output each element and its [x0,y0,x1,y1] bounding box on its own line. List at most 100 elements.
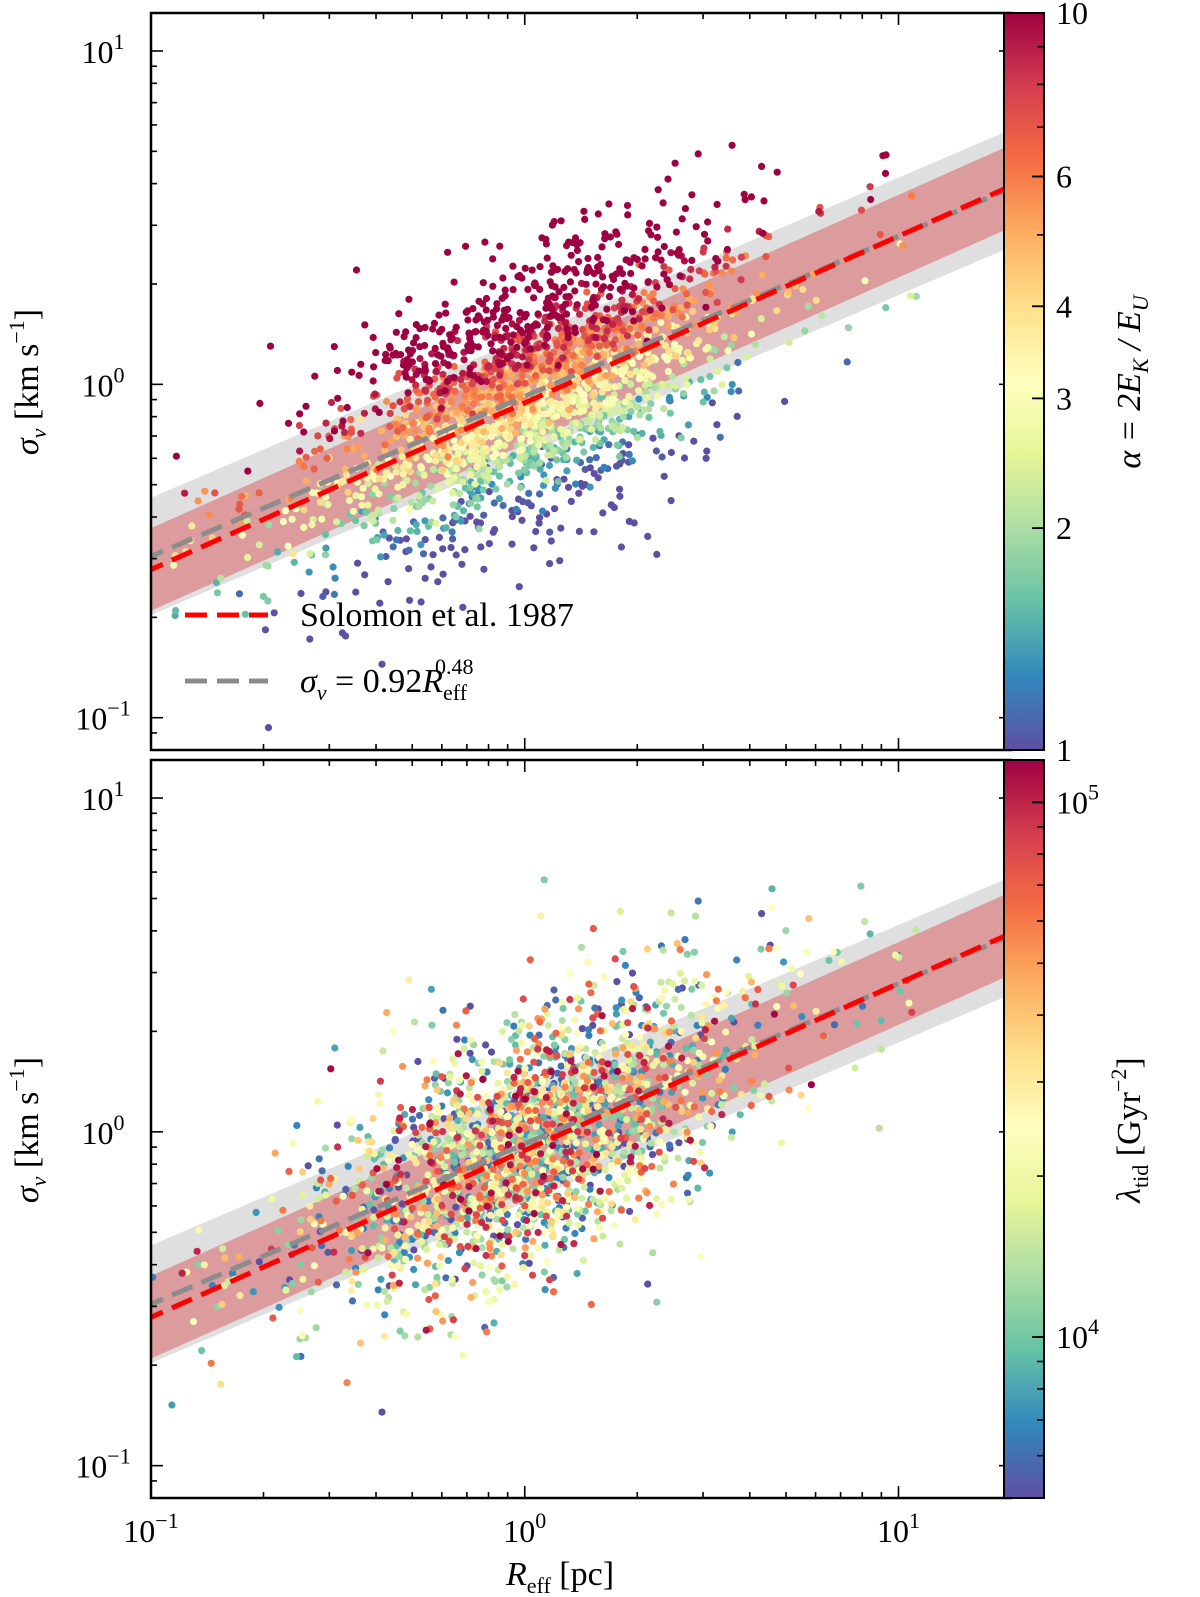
colorbar-tick-label: 2 [1056,510,1072,546]
scatter-point [658,304,666,312]
scatter-point [592,1135,600,1144]
scatter-point [508,384,516,392]
scatter-point [514,1211,522,1219]
scatter-point [670,340,679,348]
scatter-point [351,1185,359,1193]
scatter-point [656,1138,664,1146]
scatter-point [515,1126,523,1134]
scatter-point [660,1061,668,1069]
scatter-point [438,1073,446,1081]
scatter-point [561,1083,569,1091]
scatter-point [599,283,608,291]
scatter-point [654,186,662,194]
scatter-point [598,1058,606,1066]
scatter-point [325,1180,333,1188]
scatter-point [627,998,635,1006]
scatter-point [389,543,397,551]
scatter-point [392,1215,400,1224]
scatter-point [314,1195,322,1203]
scatter-point [652,447,661,455]
scatter-point [238,531,246,539]
scatter-point [284,419,293,427]
scatter-point [524,1229,532,1237]
scatter-point [480,459,488,467]
scatter-point [487,1048,496,1056]
scatter-point [421,536,429,544]
scatter-point [532,372,540,380]
scatter-point [435,1261,444,1270]
scatter-point [300,428,308,436]
scatter-point [579,325,587,334]
scatter-point [594,210,602,218]
scatter-point [433,415,441,423]
scatter-point [476,1262,485,1270]
scatter-point [630,254,638,262]
scatter-point [168,1401,176,1409]
scatter-point [519,1180,527,1188]
scatter-point [587,1300,595,1309]
scatter-point [684,1171,692,1179]
scatter-point [524,285,532,293]
scatter-point [483,447,491,455]
scatter-point [626,1074,634,1083]
scatter-point [614,315,622,323]
scatter-point [715,1076,723,1084]
scatter-point [714,1004,722,1013]
scatter-point [439,570,447,578]
scatter-point [409,419,418,427]
scatter-point [454,1101,462,1110]
scatter-point [489,347,497,355]
scatter-point [447,1210,455,1218]
scatter-point [362,508,370,516]
scatter-point [604,1060,612,1068]
scatter-point [645,227,653,235]
scatter-point [376,1099,384,1107]
scatter-point [581,465,589,474]
scatter-point [284,542,292,550]
scatter-point [596,412,604,420]
y-tick-label: 101 [82,29,125,70]
scatter-point [571,1067,579,1075]
scatter-point [550,1288,558,1296]
scatter-point [702,1000,710,1008]
scatter-point [534,1045,542,1053]
scatter-point [727,1134,736,1142]
scatter-point [544,1021,552,1029]
scatter-point [288,515,296,523]
scatter-point [652,254,660,262]
scatter-point [762,253,770,261]
scatter-point [530,448,538,456]
scatter-point [539,1229,548,1237]
scatter-point [444,1135,452,1143]
scatter-point [601,399,610,407]
scatter-point [671,159,679,167]
scatter-point [818,312,826,320]
scatter-point [405,295,413,303]
scatter-point [694,897,702,905]
scatter-point [561,267,569,276]
scatter-point [812,1007,820,1015]
scatter-point [708,1038,716,1046]
scatter-point [364,480,372,488]
scatter-point [635,1148,643,1157]
scatter-point [585,349,593,357]
scatter-point [805,915,813,923]
scatter-point [548,390,557,398]
scatter-point [170,561,178,569]
scatter-point [561,319,570,327]
scatter-point [396,398,404,406]
scatter-point [580,397,588,405]
scatter-point [491,334,499,342]
scatter-point [523,1187,532,1195]
scatter-point [747,978,756,986]
scatter-point [408,1204,416,1212]
scatter-point [375,408,383,416]
scatter-point [612,1050,620,1058]
scatter-point [467,1036,475,1044]
scatter-point [501,286,509,294]
scatter-point [543,298,551,307]
scatter-point [392,421,400,429]
scatter-point [466,364,474,372]
scatter-point [785,338,793,347]
scatter-point [442,1274,450,1282]
